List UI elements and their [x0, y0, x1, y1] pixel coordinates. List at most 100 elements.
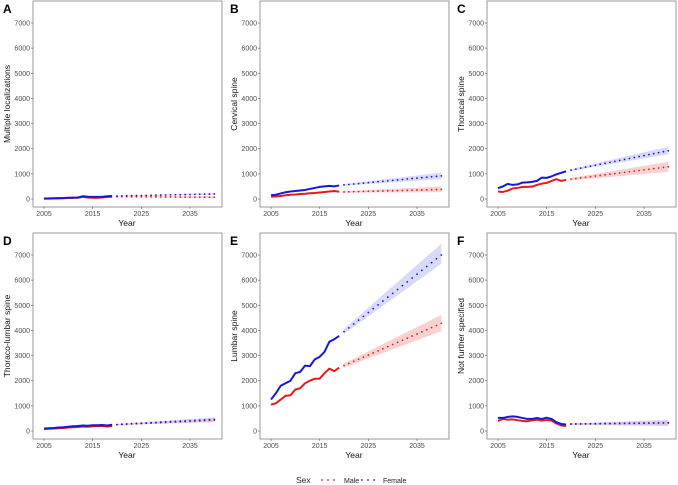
female-projected-point	[652, 152, 655, 155]
female-projected-point	[372, 307, 375, 310]
legend-male-label: Male	[344, 478, 359, 485]
panel-letter: D	[3, 234, 12, 248]
male-projected-point	[145, 195, 148, 198]
legend-female-key	[361, 479, 375, 481]
y-tick-label: 6000	[468, 46, 484, 53]
female-projected-point	[599, 163, 602, 166]
male-projected-point	[382, 190, 384, 192]
x-axis-label: Year	[118, 218, 135, 228]
female-projected-point	[208, 193, 211, 195]
female-projected-point	[657, 151, 660, 154]
male-projected-point	[628, 170, 631, 173]
y-axis-label: Cervical spine	[229, 77, 239, 131]
male-projected-point	[179, 196, 182, 198]
x-axis-label: Year	[345, 450, 362, 460]
panel-letter: C	[457, 2, 466, 16]
female-projected-point	[130, 194, 133, 197]
male-projected-point	[155, 196, 157, 198]
x-tick-label: 2025	[588, 211, 604, 218]
female-projected-point	[662, 150, 665, 153]
panel-letter: F	[457, 234, 464, 248]
x-tick-label: 2005	[263, 443, 279, 450]
x-tick-label: 2035	[409, 211, 425, 218]
male-projected-point	[667, 165, 670, 168]
female-projected-point	[164, 421, 167, 423]
y-tick-label: 1000	[14, 171, 30, 178]
female-projected-point	[411, 277, 414, 279]
male-projected-point	[396, 189, 399, 192]
male-projected-point	[425, 188, 428, 191]
female-projected-point	[184, 420, 187, 422]
x-tick-label: 2015	[85, 443, 101, 450]
legend-dot	[333, 479, 335, 481]
x-tick-label: 2005	[36, 443, 52, 450]
y-tick-label: 5000	[468, 71, 484, 78]
female-projected-point	[203, 193, 206, 196]
male-projected-point	[657, 167, 660, 169]
x-tick-label: 2035	[409, 443, 425, 450]
female-observed-line	[498, 415, 567, 426]
female-projected-point	[420, 176, 423, 179]
female-projected-point	[159, 421, 162, 424]
male-observed-line	[271, 189, 340, 198]
y-tick-label: 5000	[14, 303, 30, 310]
male-projected-point	[203, 196, 206, 199]
male-projected-point	[391, 343, 394, 346]
y-tick-label: 7000	[468, 253, 484, 260]
female-projected-point	[367, 311, 370, 314]
x-tick-label: 2035	[182, 211, 198, 218]
female-projected-point	[159, 194, 162, 196]
male-projected-point	[347, 362, 350, 365]
male-projected-point	[386, 189, 389, 192]
y-tick-label: 0	[26, 429, 30, 436]
y-tick-label: 4000	[468, 328, 484, 335]
x-tick-label: 2015	[312, 443, 328, 450]
y-tick-label: 0	[26, 197, 30, 204]
x-tick-label: 2025	[134, 443, 150, 450]
x-tick-label: 2035	[182, 443, 198, 450]
female-projected-point	[145, 194, 148, 197]
female-projected-point	[150, 194, 152, 197]
female-projected-point	[430, 261, 433, 264]
male-projected-point	[367, 354, 370, 356]
female-projected-point	[584, 166, 587, 169]
female-projected-point	[125, 194, 128, 197]
legend-female-label: Female	[383, 478, 406, 485]
male-projected-point	[406, 337, 409, 340]
legend-dot	[361, 479, 363, 481]
female-projected-point	[584, 422, 587, 425]
female-projected-point	[406, 280, 409, 283]
x-tick-label: 2005	[490, 211, 506, 218]
female-projected-point	[116, 195, 118, 197]
female-projected-point	[179, 420, 182, 423]
female-projected-point	[213, 418, 216, 421]
female-projected-point	[179, 193, 182, 196]
male-projected-point	[372, 190, 375, 193]
y-tick-label: 2000	[14, 146, 30, 153]
male-projected-point	[638, 169, 641, 172]
y-tick-label: 4000	[468, 96, 484, 103]
legend-dot	[327, 479, 329, 481]
y-tick-label: 7000	[468, 21, 484, 28]
female-projected-point	[652, 422, 655, 425]
y-tick-label: 3000	[468, 353, 484, 360]
y-tick-label: 3000	[468, 121, 484, 128]
female-confidence-band	[344, 243, 442, 334]
male-projected-point	[208, 196, 211, 199]
female-projected-point	[352, 183, 355, 185]
female-projected-point	[609, 161, 611, 164]
female-projected-point	[343, 330, 345, 333]
female-projected-point	[618, 422, 621, 425]
female-projected-point	[401, 284, 404, 287]
female-projected-point	[613, 160, 616, 163]
x-tick-label: 2025	[361, 443, 377, 450]
plot-frame	[32, 232, 223, 440]
female-projected-point	[140, 194, 143, 197]
y-axis-label: Multiple localizations	[2, 65, 12, 143]
male-projected-point	[584, 176, 587, 179]
male-projected-point	[347, 190, 350, 193]
y-tick-label: 3000	[241, 121, 257, 128]
y-tick-label: 2000	[241, 146, 257, 153]
y-tick-label: 3000	[14, 353, 30, 360]
